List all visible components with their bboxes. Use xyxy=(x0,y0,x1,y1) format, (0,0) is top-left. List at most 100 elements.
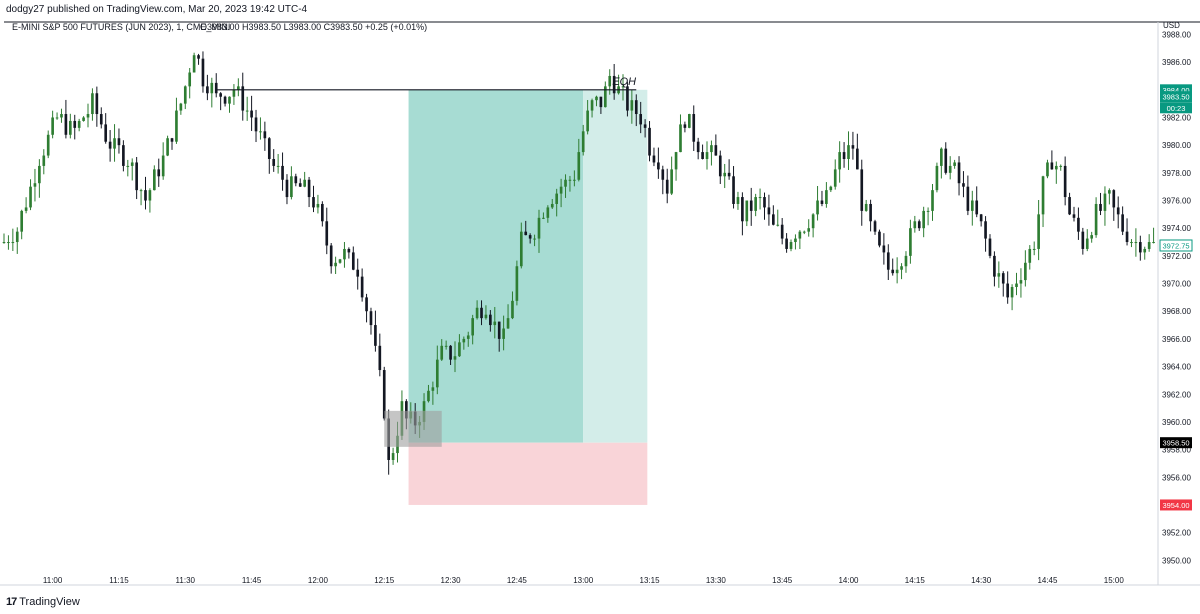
candle-up xyxy=(33,183,37,187)
candle-down xyxy=(856,148,859,170)
y-tick-label: 3968.00 xyxy=(1162,307,1191,316)
candle-down xyxy=(497,321,501,339)
target-zone-extension xyxy=(583,89,648,443)
y-tick-label: 3958.00 xyxy=(1162,446,1191,455)
candle-up xyxy=(139,190,143,192)
candle-up xyxy=(7,242,10,244)
candle-up xyxy=(555,193,559,204)
candle-up xyxy=(904,255,908,267)
candle-down xyxy=(223,96,227,104)
x-tick-label: 11:00 xyxy=(43,576,63,585)
candle-up xyxy=(130,162,134,166)
y-tick-label: 3982.00 xyxy=(1162,113,1191,122)
candle-up xyxy=(825,190,828,204)
candle-up xyxy=(586,110,589,132)
candle-up xyxy=(736,197,740,204)
candle-up xyxy=(1103,193,1107,211)
y-tick-label: 3986.00 xyxy=(1162,58,1191,67)
candle-up xyxy=(334,262,337,267)
candle-up xyxy=(60,114,63,118)
candle-down xyxy=(325,221,329,246)
y-tick-label: 3956.00 xyxy=(1162,473,1191,482)
price-label-box xyxy=(1160,102,1192,114)
candle-up xyxy=(82,117,85,121)
candle-down xyxy=(524,231,528,236)
candle-up xyxy=(188,72,192,87)
x-axis[interactable]: 11:00 11:15 11:30 11:45 12:00 12:15 12:30 12:45… xyxy=(0,576,1200,586)
candle-up xyxy=(303,179,306,187)
candle-up xyxy=(1147,242,1151,249)
candle-up xyxy=(940,148,943,166)
candle-up xyxy=(542,217,545,219)
candle-down xyxy=(767,207,771,215)
candle-up xyxy=(126,165,130,167)
candle-down xyxy=(878,231,881,246)
price-label-text: 3983.50 xyxy=(1162,93,1189,102)
candle-down xyxy=(975,200,979,215)
candle-up xyxy=(723,172,727,177)
candle-down xyxy=(382,370,386,419)
candle-down xyxy=(95,93,99,115)
candle-down xyxy=(298,183,302,187)
candle-up xyxy=(161,155,165,177)
candle-down xyxy=(701,152,704,159)
price-label-text: 3954.00 xyxy=(1162,501,1189,510)
candle-up xyxy=(550,203,554,208)
x-tick-label: 13:15 xyxy=(640,576,661,585)
candle-down xyxy=(405,401,408,419)
candle-down xyxy=(634,100,638,115)
candle-up xyxy=(776,224,780,226)
candle-up xyxy=(1041,176,1045,215)
candle-up xyxy=(745,200,749,222)
candle-down xyxy=(108,141,112,149)
candle-up xyxy=(471,318,475,336)
candle-up xyxy=(608,75,612,87)
y-tick-label: 3962.00 xyxy=(1162,390,1191,399)
x-tick-label: 14:00 xyxy=(838,576,859,585)
candle-down xyxy=(652,155,656,163)
candle-up xyxy=(953,162,956,166)
candle-down xyxy=(321,203,324,222)
candle-up xyxy=(276,165,280,167)
candle-up xyxy=(316,203,320,208)
candle-up xyxy=(68,120,72,135)
x-tick-label: 14:15 xyxy=(905,576,926,585)
x-tick-label: 12:45 xyxy=(507,576,528,585)
candle-down xyxy=(626,86,629,111)
candle-up xyxy=(24,207,28,211)
candle-down xyxy=(157,169,161,177)
tradingview-logo[interactable]: 17 TradingView xyxy=(6,596,80,608)
candle-up xyxy=(1152,242,1155,244)
candle-down xyxy=(1138,242,1142,253)
candle-down xyxy=(1099,203,1102,211)
candle-up xyxy=(670,169,673,194)
candle-down xyxy=(1068,197,1071,215)
candle-up xyxy=(710,145,713,153)
candle-up xyxy=(559,186,563,194)
y-tick-label: 3976.00 xyxy=(1162,197,1191,206)
candle-down xyxy=(665,179,669,194)
price-label-box xyxy=(1160,91,1192,103)
candle-up xyxy=(679,124,682,153)
candle-down xyxy=(1050,162,1054,170)
candle-down xyxy=(214,82,218,94)
candle-down xyxy=(732,176,735,204)
eqh-label: EQH xyxy=(612,76,636,88)
candle-down xyxy=(643,124,647,128)
candle-down xyxy=(727,172,731,177)
candle-up xyxy=(179,103,183,111)
candle-down xyxy=(281,165,284,180)
candle-up xyxy=(1094,203,1098,236)
candle-down xyxy=(1006,283,1009,298)
tradingview-mark-icon: 17 xyxy=(6,596,17,608)
zones-layer xyxy=(408,89,648,505)
plot-area[interactable]: EQH xyxy=(2,51,1155,505)
candle-down xyxy=(873,221,877,232)
candle-up xyxy=(1024,262,1027,281)
y-tick-label: 3988.00 xyxy=(1162,30,1191,39)
candle-up xyxy=(511,300,514,319)
candle-down xyxy=(648,127,651,156)
candle-down xyxy=(329,245,333,267)
candle-up xyxy=(237,86,240,90)
